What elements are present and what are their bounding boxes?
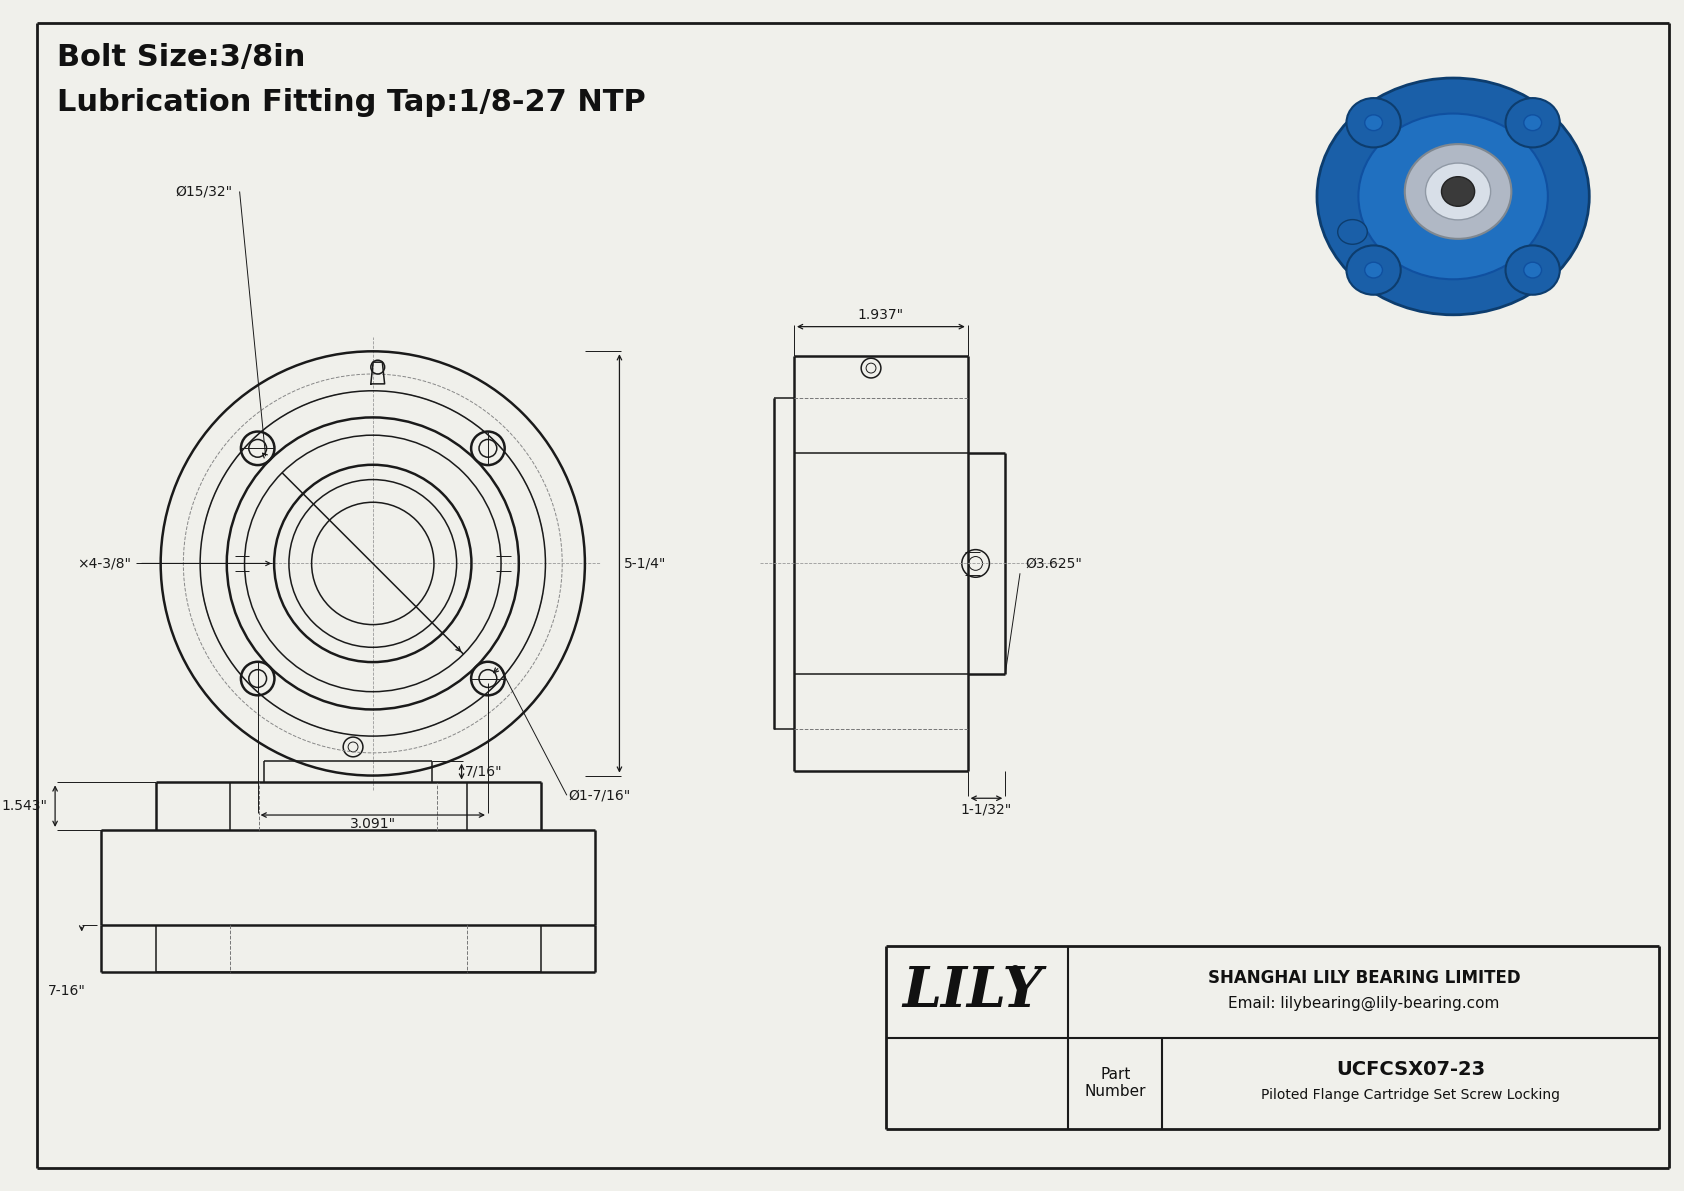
Text: Ø1-7/16": Ø1-7/16" <box>569 788 632 803</box>
Ellipse shape <box>1347 245 1401 294</box>
Ellipse shape <box>1364 262 1383 278</box>
Ellipse shape <box>1359 113 1548 280</box>
Text: Part
Number: Part Number <box>1084 1067 1147 1099</box>
Text: Piloted Flange Cartridge Set Screw Locking: Piloted Flange Cartridge Set Screw Locki… <box>1261 1087 1559 1102</box>
Ellipse shape <box>1426 163 1490 220</box>
Text: 1-1/32": 1-1/32" <box>962 803 1012 816</box>
Ellipse shape <box>1347 98 1401 148</box>
Text: Bolt Size:3/8in: Bolt Size:3/8in <box>57 44 305 73</box>
Text: 1.543": 1.543" <box>2 799 47 813</box>
Text: 7-16": 7-16" <box>49 984 86 998</box>
Ellipse shape <box>1505 98 1559 148</box>
Text: 3.091": 3.091" <box>350 817 396 831</box>
Text: Ø15/32": Ø15/32" <box>175 185 232 199</box>
Text: Ø3.625": Ø3.625" <box>1026 556 1081 570</box>
Ellipse shape <box>1337 219 1367 244</box>
Ellipse shape <box>1505 245 1559 294</box>
Text: 7/16": 7/16" <box>465 765 502 779</box>
Text: UCFCSX07-23: UCFCSX07-23 <box>1335 1060 1485 1079</box>
Text: LILY: LILY <box>903 965 1042 1019</box>
Ellipse shape <box>1404 144 1511 239</box>
Text: Email: lilybearing@lily-bearing.com: Email: lilybearing@lily-bearing.com <box>1228 996 1499 1011</box>
Text: Lubrication Fitting Tap:1/8-27 NTP: Lubrication Fitting Tap:1/8-27 NTP <box>57 88 647 117</box>
Text: ®: ® <box>1009 964 1021 977</box>
Ellipse shape <box>1442 176 1475 206</box>
Ellipse shape <box>1524 262 1541 278</box>
Text: ×4-3/8": ×4-3/8" <box>77 556 131 570</box>
Ellipse shape <box>1524 114 1541 131</box>
Text: SHANGHAI LILY BEARING LIMITED: SHANGHAI LILY BEARING LIMITED <box>1207 969 1521 987</box>
Ellipse shape <box>1364 114 1383 131</box>
Text: 5-1/4": 5-1/4" <box>625 556 667 570</box>
Text: 1.937": 1.937" <box>857 307 904 322</box>
Ellipse shape <box>1317 79 1590 314</box>
